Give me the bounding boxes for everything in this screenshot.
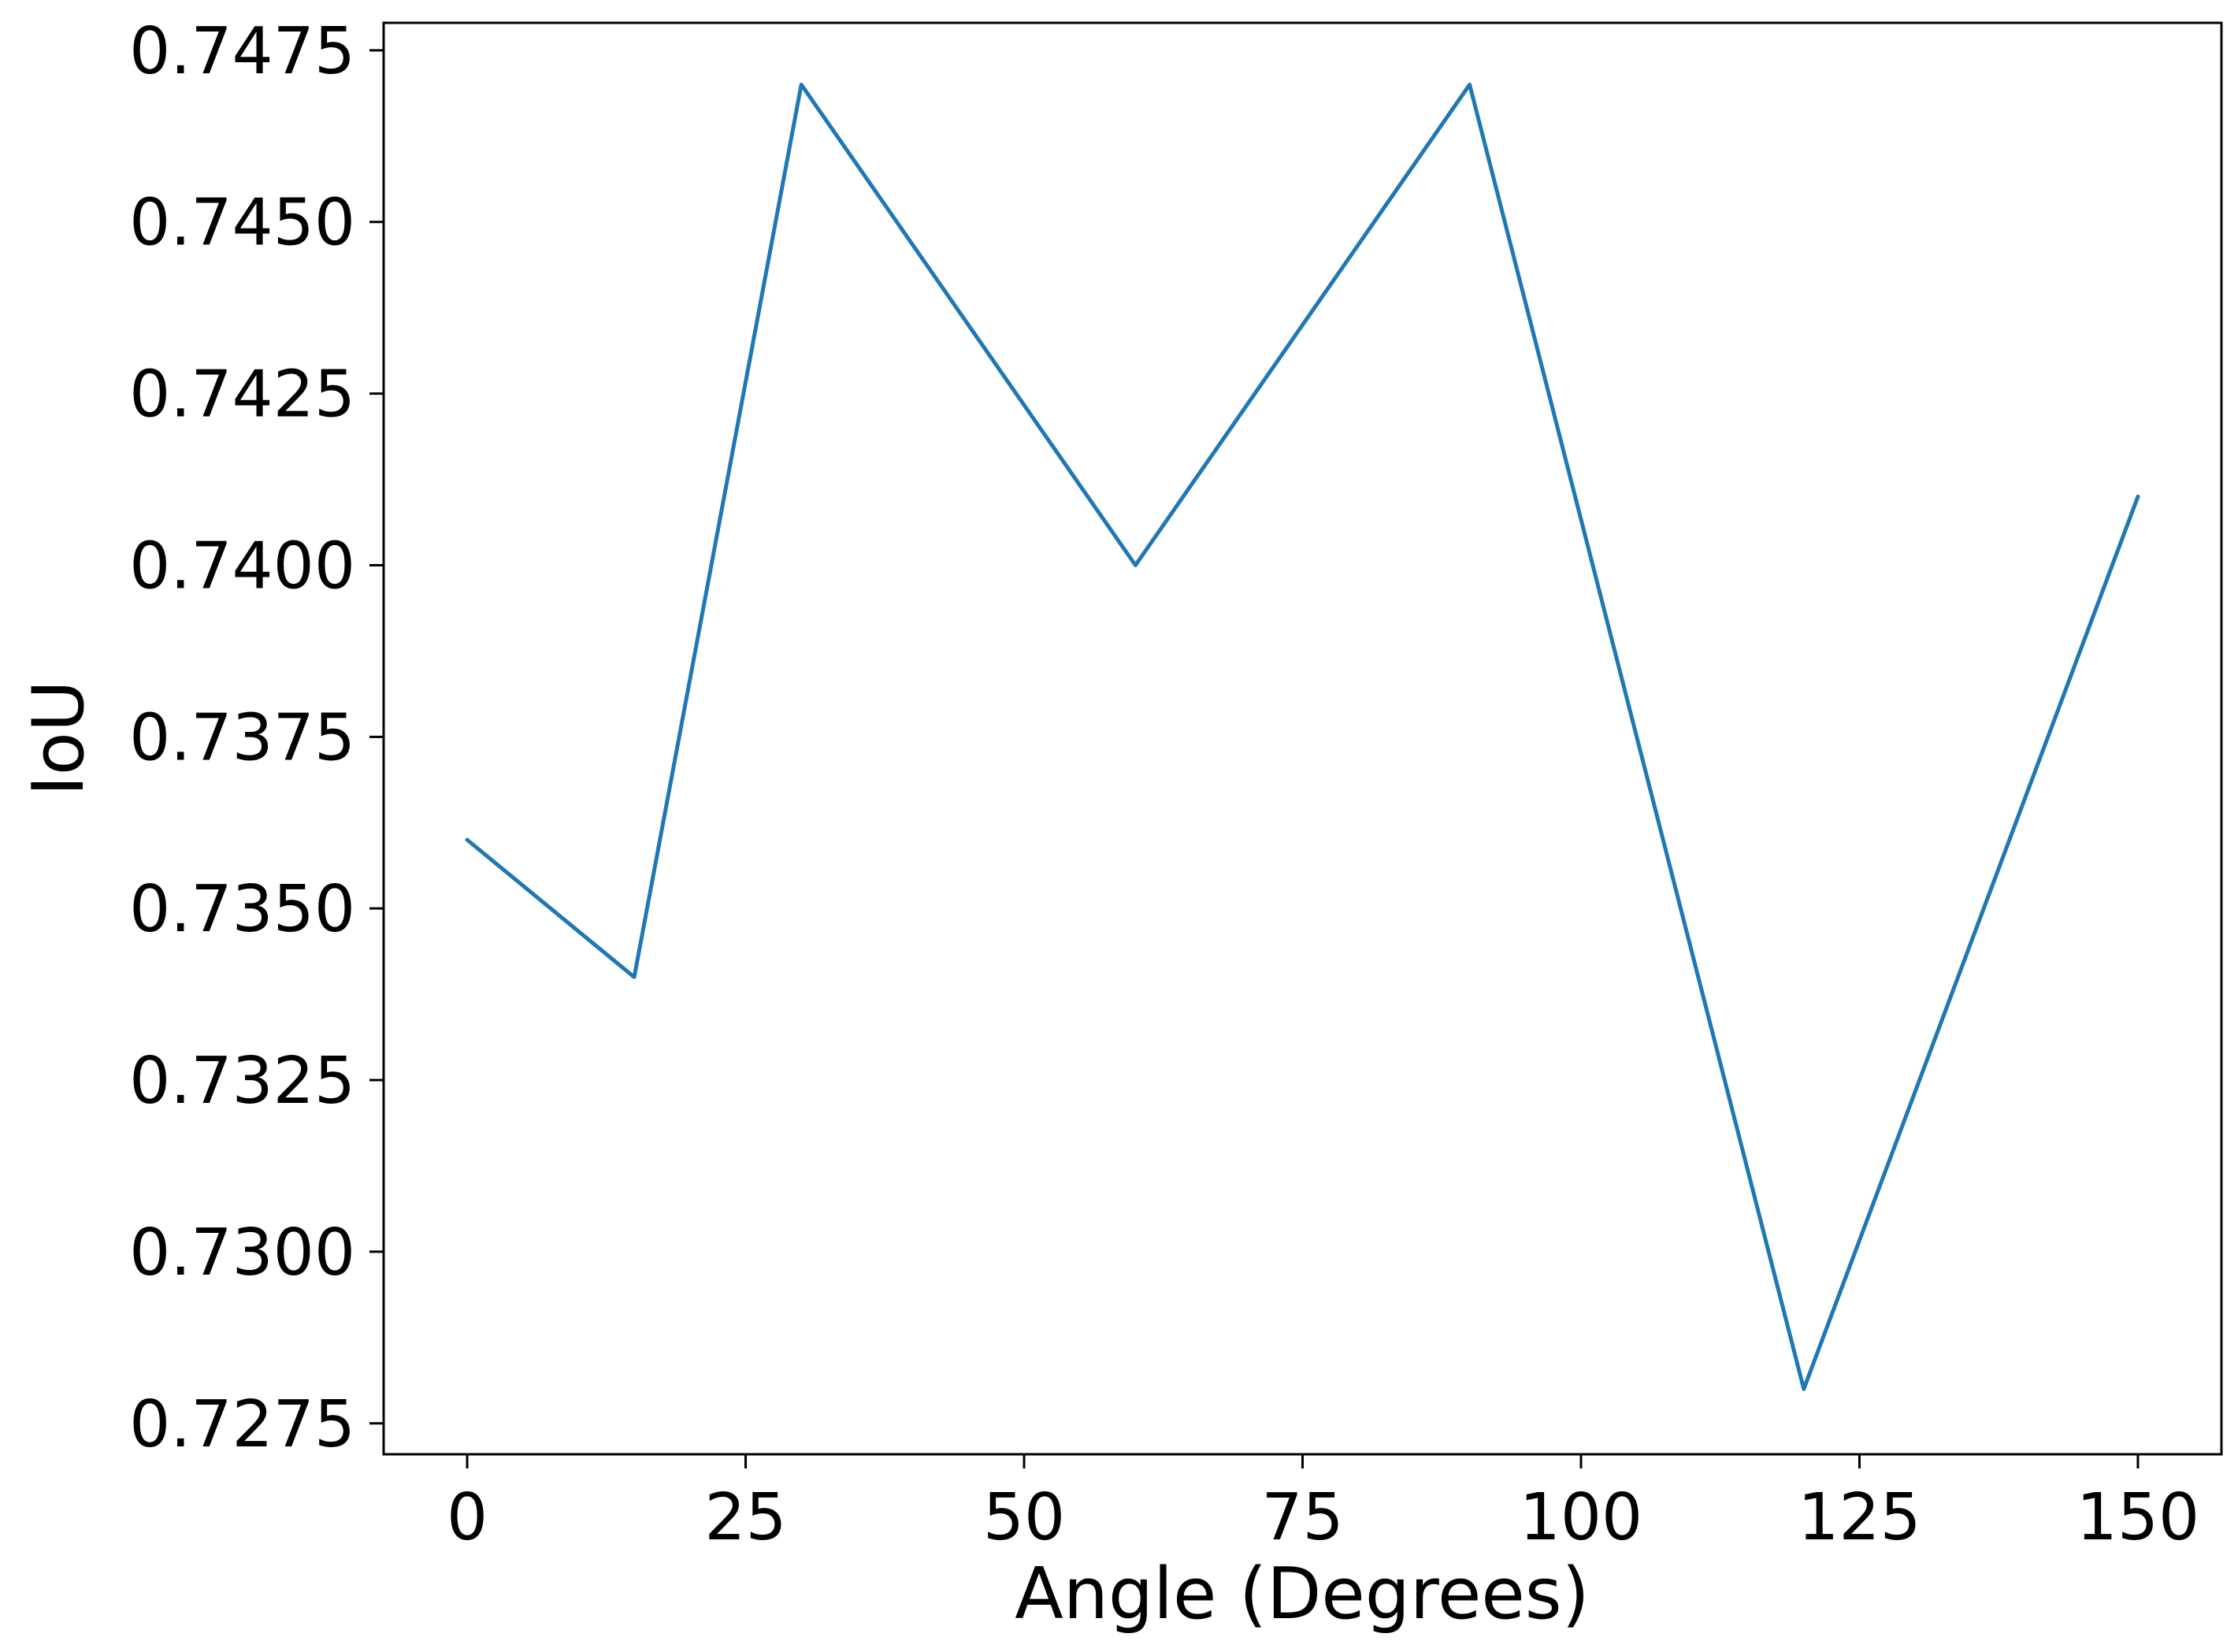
y-tick-label: 0.7325	[129, 1044, 355, 1119]
plot-background	[384, 23, 2221, 1454]
y-tick-label: 0.7375	[129, 700, 355, 775]
x-tick-label: 125	[1798, 1480, 1921, 1555]
y-axis-label: IoU	[17, 680, 100, 796]
y-tick-label: 0.7275	[129, 1387, 355, 1462]
x-tick-label: 50	[983, 1480, 1065, 1555]
y-tick-label: 0.7475	[129, 14, 355, 89]
x-axis-label: Angle (Degrees)	[1015, 1553, 1589, 1635]
x-tick-label: 25	[704, 1480, 786, 1555]
plot-frame	[382, 21, 2223, 1456]
y-tick-label: 0.7400	[129, 529, 355, 603]
y-tick-label: 0.7350	[129, 872, 355, 947]
y-tick-label: 0.7300	[129, 1216, 355, 1290]
x-tick-label: 100	[1520, 1480, 1643, 1555]
y-tick-label: 0.7425	[129, 358, 355, 432]
y-tick-label: 0.7450	[129, 186, 355, 261]
y-axis-ticks: 0.7275 0.7300 0.7325 0.7350 0.7375 0.7400 0.74…	[129, 14, 384, 1462]
x-axis-ticks: 0 25 50 75 100 125 150	[447, 1454, 2199, 1555]
x-tick-label: 75	[1261, 1480, 1343, 1555]
x-tick-label: 0	[447, 1480, 488, 1555]
x-tick-label: 150	[2077, 1480, 2200, 1555]
series-layer	[465, 82, 2140, 1391]
series-line	[465, 82, 2140, 1391]
